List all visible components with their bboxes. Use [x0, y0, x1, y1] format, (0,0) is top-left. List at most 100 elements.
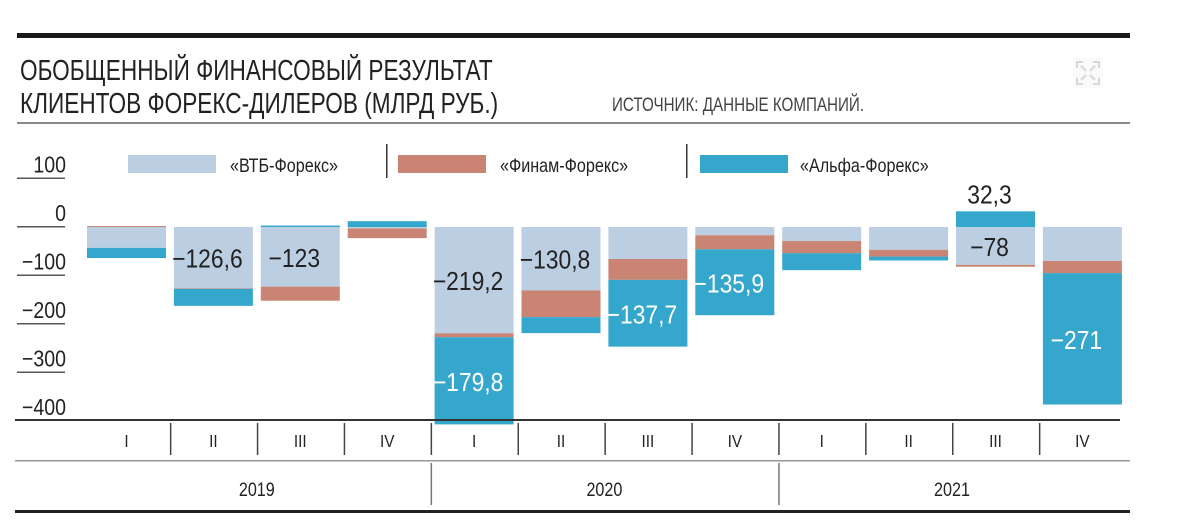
y-tick-label: −300 [22, 346, 66, 372]
bar-segment [956, 227, 1035, 265]
data-label: −135,9 [694, 270, 765, 299]
quarter-divider [1038, 423, 1041, 455]
y-tick-label-group: −100 [22, 249, 66, 275]
bar-segment [695, 249, 775, 316]
bar-segment [869, 227, 949, 250]
quarter-label: I [124, 431, 128, 451]
y-gridline [17, 177, 65, 179]
bar-segment [173, 227, 253, 289]
bar-segment [695, 227, 775, 236]
title-line-2: КЛИЕНТОВ ФОРЕКС-ДИЛЕРОВ (МЛРД РУБ.) [20, 86, 498, 119]
header-divider [17, 122, 1130, 124]
bar-segment [347, 228, 427, 239]
bar-segment [260, 286, 340, 301]
bottom-rule [15, 510, 1130, 513]
y-tick-label-group: 100 [33, 152, 66, 178]
year-row-divider [15, 460, 1130, 462]
y-tick-label-group: −300 [22, 346, 66, 372]
bar-segment [956, 211, 1035, 227]
quarter-label: II [904, 431, 913, 451]
data-label: −123 [269, 245, 321, 274]
bar-segment [521, 290, 601, 318]
quarter-divider [778, 423, 780, 455]
bar-segment [869, 249, 949, 257]
top-rule [17, 33, 1130, 38]
y-gridline [17, 323, 65, 325]
bar-segment [347, 221, 427, 227]
y-gridline [17, 371, 65, 373]
bar-segment [521, 227, 601, 291]
y-gridline [17, 226, 65, 228]
year-label: 2020 [586, 479, 622, 501]
quarter-divider [952, 423, 954, 455]
bar-segment [608, 259, 688, 280]
bar-segment [434, 227, 514, 334]
data-label: 32,3 [967, 181, 1011, 210]
bar-segment [956, 264, 1035, 267]
y-tick-label: 100 [33, 152, 66, 178]
quarter-divider [256, 423, 259, 455]
bar-segment [608, 279, 688, 347]
bar-segment [782, 227, 862, 242]
quarter-label: IV [1075, 431, 1090, 451]
bar-segment [260, 225, 340, 227]
quarter-label: I [472, 431, 476, 451]
bar-segment [1042, 273, 1122, 405]
quarter-divider [865, 423, 867, 455]
data-label: −126,6 [172, 245, 243, 274]
y-tick-label: −100 [22, 249, 66, 275]
data-label: −130,8 [520, 246, 591, 275]
bar-segment [521, 317, 601, 334]
bar-segment [1042, 227, 1122, 261]
quarter-label: I [820, 431, 824, 451]
data-label: −137,7 [607, 301, 678, 330]
data-label: −78 [970, 234, 1009, 263]
quarter-divider [343, 423, 346, 455]
bar-segment [695, 235, 775, 250]
legend-swatch [128, 155, 216, 173]
bar-segment [347, 227, 427, 229]
y-tick-label-group: −200 [22, 298, 66, 324]
quarter-label: II [557, 431, 566, 451]
year-label: 2019 [239, 479, 275, 501]
legend-label: «Финам-Форекс» [500, 155, 628, 177]
y-tick-label: −200 [22, 298, 66, 324]
y-tick-label-group: 0 [55, 201, 66, 227]
bar-segment [87, 227, 166, 248]
quarter-divider [604, 423, 606, 455]
expand-icon[interactable] [1073, 58, 1103, 88]
legend-swatch [700, 155, 788, 173]
bar-segment [173, 288, 253, 306]
bar-segment [608, 227, 688, 260]
quarter-label: III [642, 431, 655, 451]
quarter-divider [169, 423, 172, 455]
source-note: ИСТОЧНИК: ДАННЫЕ КОМПАНИЙ. [612, 93, 864, 115]
legend-swatch [398, 155, 486, 173]
y-tick-label-group: −400 [22, 395, 66, 421]
quarter-label: IV [380, 431, 395, 451]
quarter-divider [517, 423, 519, 455]
bar-segment [87, 247, 166, 259]
data-label: −271 [1051, 326, 1103, 355]
legend-label: «ВТБ-Форекс» [230, 155, 338, 177]
bar-segment [782, 241, 862, 254]
y-gridline [17, 274, 65, 276]
data-label: −179,8 [433, 368, 504, 397]
bar-segment [434, 337, 514, 425]
bar-segment [782, 253, 862, 271]
bar-segment [869, 256, 949, 261]
quarter-label: IV [728, 431, 743, 451]
bar-segment [260, 227, 340, 287]
legend-label: «Альфа-Форекс» [800, 155, 929, 177]
title-line-1: ОБОБЩЕННЫЙ ФИНАНСОВЫЙ РЕЗУЛЬТАТ [20, 53, 493, 86]
quarter-divider [691, 423, 693, 455]
y-tick-label: 0 [55, 201, 66, 227]
y-tick-label: −400 [22, 395, 66, 421]
quarter-label: III [989, 431, 1002, 451]
data-label: −219,2 [433, 268, 504, 297]
bar-segment [87, 226, 166, 228]
bar-segment [1042, 260, 1122, 274]
x-axis-line [15, 419, 1120, 421]
quarter-divider [430, 423, 433, 455]
